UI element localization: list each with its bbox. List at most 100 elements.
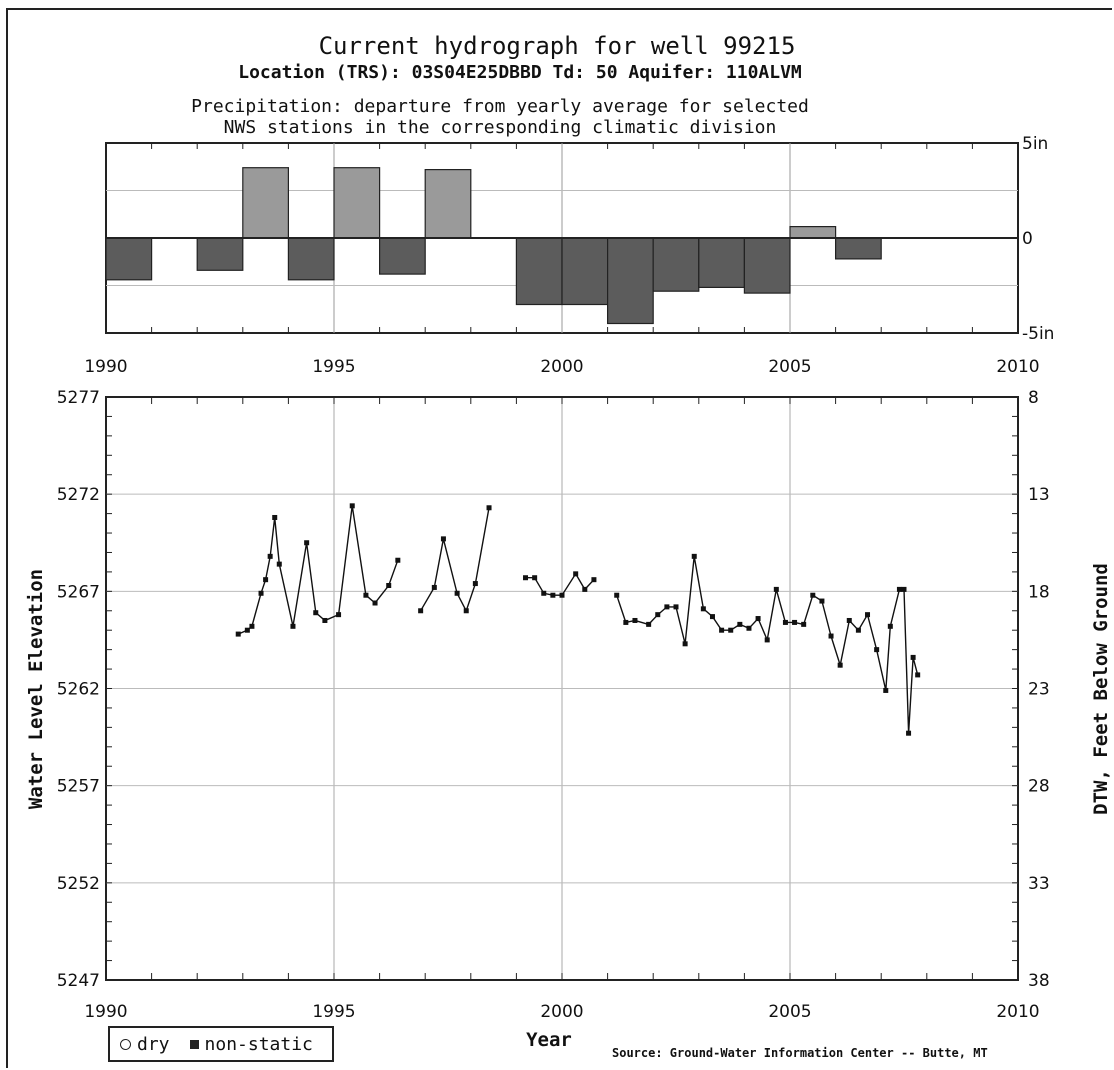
water-level-point xyxy=(709,614,715,620)
precip-y-tick-label: 0 xyxy=(1022,229,1033,249)
water-level-line xyxy=(525,572,595,596)
water-level-point xyxy=(664,604,670,610)
water-level-point xyxy=(244,627,250,633)
water-y-tick-label: 5257 xyxy=(57,777,100,797)
water-level-point xyxy=(819,598,825,604)
water-level-point xyxy=(700,606,706,612)
precip-bar xyxy=(287,237,335,281)
water-level-point xyxy=(532,575,538,581)
precip-bar xyxy=(743,237,791,294)
water-level-point xyxy=(463,608,469,614)
precip-y-tick-label: -5in xyxy=(1022,324,1054,344)
water-level-point xyxy=(655,612,661,618)
water-level-point xyxy=(472,581,478,587)
water-level-point xyxy=(591,577,597,583)
precip-bar xyxy=(652,237,700,292)
y2-axis-title: DTW, Feet Below Ground xyxy=(1090,563,1112,815)
water-level-point xyxy=(887,623,893,629)
water-level-point xyxy=(276,561,282,567)
water-y-tick-label: 5247 xyxy=(57,971,100,991)
water-x-tick-label: 2005 xyxy=(768,1002,811,1022)
water-level-point xyxy=(454,590,460,596)
water-level-panel: 5277 5272 5267 5262 5257 5252 5247 8 13 18 23 28 33 3… xyxy=(25,388,1112,1051)
precip-bar xyxy=(561,237,609,306)
dtw-y-tick-label: 28 xyxy=(1028,777,1050,797)
water-level-point xyxy=(828,633,834,639)
dtw-y-tick-label: 18 xyxy=(1028,582,1050,602)
precip-y-tick-label: 5in xyxy=(1022,134,1048,154)
precip-bar xyxy=(105,237,153,281)
precipitation-panel: 5in 0 -5in 1990 1995 2000 2005 2010 xyxy=(84,134,1054,377)
water-level-point xyxy=(901,586,907,592)
water-level-point xyxy=(313,610,319,616)
water-level-point xyxy=(737,621,743,627)
water-level-point xyxy=(440,536,446,542)
precip-bar xyxy=(333,167,381,239)
water-level-point xyxy=(782,619,788,625)
water-x-tick-label: 2010 xyxy=(996,1002,1039,1022)
legend: dry non-static xyxy=(108,1026,334,1062)
precip-bar xyxy=(242,167,290,239)
water-level-point xyxy=(386,583,392,589)
chart-title: Current hydrograph for well 99215 xyxy=(318,32,796,60)
precip-x-tick-label: 2005 xyxy=(768,357,811,377)
dtw-y-tick-label: 38 xyxy=(1028,971,1050,991)
water-level-point xyxy=(322,617,328,623)
water-level-point xyxy=(372,600,378,606)
water-level-point xyxy=(550,592,556,598)
water-y-tick-label: 5262 xyxy=(57,680,100,700)
water-level-point xyxy=(395,557,401,563)
water-level-point xyxy=(810,592,816,598)
water-x-tick-label: 1995 xyxy=(312,1002,355,1022)
water-level-point xyxy=(837,662,843,668)
water-level-point xyxy=(263,577,269,583)
legend-dry-label: dry xyxy=(137,1033,170,1055)
water-level-point xyxy=(728,627,734,633)
water-level-point xyxy=(764,637,770,643)
water-y-tick-label: 5252 xyxy=(57,874,100,894)
precip-x-tick-label: 1995 xyxy=(312,357,355,377)
water-x-tick-label: 1990 xyxy=(84,1002,127,1022)
water-level-point xyxy=(336,612,342,618)
legend-nonstatic-label: non-static xyxy=(204,1033,313,1055)
water-level-point xyxy=(235,631,241,637)
source-note: Source: Ground-Water Information Center … xyxy=(612,1046,988,1060)
dtw-y-tick-label: 8 xyxy=(1028,388,1039,408)
precip-bar xyxy=(424,169,472,239)
water-level-point xyxy=(573,571,579,577)
dtw-y-tick-label: 23 xyxy=(1028,680,1050,700)
water-level-point xyxy=(559,592,565,598)
precip-bar xyxy=(379,237,426,275)
water-level-point xyxy=(910,654,916,660)
water-level-point xyxy=(719,627,725,633)
water-level-point xyxy=(523,575,529,581)
chart-frame xyxy=(6,8,1112,1068)
water-level-point xyxy=(349,503,355,509)
water-level-point xyxy=(691,553,697,559)
precip-bar xyxy=(606,237,654,325)
water-level-point xyxy=(896,586,902,592)
water-level-point xyxy=(746,625,752,631)
water-level-point xyxy=(855,627,861,633)
water-level-point xyxy=(792,619,798,625)
water-level-point xyxy=(846,617,852,623)
x-axis-title: Year xyxy=(526,1029,572,1051)
water-level-point xyxy=(623,619,629,625)
water-level-point xyxy=(418,608,424,614)
precip-bar xyxy=(834,237,882,260)
water-level-point xyxy=(290,623,296,629)
chart-subtitle: Location (TRS): 03S04E25DBBD Td: 50 Aqui… xyxy=(238,62,802,83)
water-level-point xyxy=(874,647,880,653)
water-level-point xyxy=(673,604,679,610)
precip-bar xyxy=(698,237,745,289)
water-level-point xyxy=(363,592,369,598)
water-x-tick-label: 2000 xyxy=(540,1002,583,1022)
precip-caption-line2: NWS stations in the corresponding climat… xyxy=(223,117,777,138)
precip-x-tick-label: 2000 xyxy=(540,357,583,377)
water-level-point xyxy=(915,672,921,678)
y-axis-title: Water Level Elevation xyxy=(25,569,47,809)
water-level-point xyxy=(646,621,652,627)
water-level-point xyxy=(258,590,264,596)
dtw-y-tick-label: 33 xyxy=(1028,874,1050,894)
